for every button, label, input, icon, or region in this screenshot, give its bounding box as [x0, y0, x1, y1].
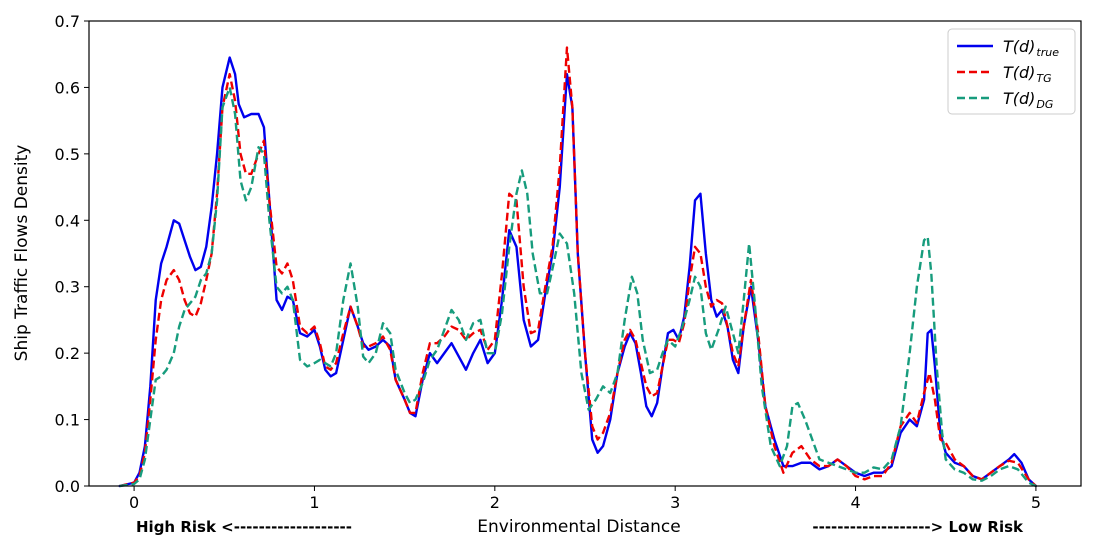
plot-frame: [88, 20, 1082, 487]
series-line-tg: [119, 46, 1037, 488]
x-tick-label: 0: [129, 493, 139, 512]
y-tick-label: 0.6: [55, 78, 80, 97]
legend-label-sub: DG: [1036, 98, 1053, 111]
high-risk-annotation: High Risk <-------------------: [136, 518, 352, 536]
series-line-true: [118, 56, 1038, 488]
y-axis-title: Ship Traffic Flows Density: [12, 145, 32, 362]
legend-label-main: T(d): [1003, 89, 1035, 108]
legend-label: T(d)TG: [1003, 63, 1052, 85]
x-axis-title: Environmental Distance: [477, 517, 680, 537]
x-tick-label: 4: [850, 493, 860, 512]
y-tick-label: 0.0: [55, 477, 80, 496]
y-tick-label: 0.4: [55, 211, 80, 230]
legend-box: [947, 28, 1076, 115]
series-layer: [118, 46, 1038, 488]
x-tick-label: 5: [1031, 493, 1041, 512]
y-axis-ticks: 0.0 0.1 0.2 0.3 0.4 0.5 0.6 0.7: [55, 12, 89, 496]
legend-label-sub: TG: [1036, 72, 1051, 85]
legend-label: T(d)DG: [1003, 89, 1053, 111]
y-tick-label: 0.2: [55, 344, 80, 363]
legend-label-main: T(d): [1003, 37, 1035, 56]
low-risk-annotation: -------------------> Low Risk: [812, 518, 1024, 536]
y-tick-label: 0.1: [55, 411, 80, 430]
x-tick-label: 2: [490, 493, 500, 512]
legend-label-main: T(d): [1003, 63, 1035, 82]
x-axis-ticks: 0 1 2 3 4 5: [129, 486, 1041, 512]
legend-label: T(d)true: [1003, 37, 1059, 59]
legend-label-sub: true: [1036, 46, 1059, 59]
y-tick-label: 0.7: [55, 12, 80, 31]
x-tick-label: 3: [670, 493, 680, 512]
y-tick-label: 0.3: [55, 278, 80, 297]
x-tick-label: 1: [309, 493, 319, 512]
y-tick-label: 0.5: [55, 145, 80, 164]
series-line-dg: [119, 86, 1037, 488]
